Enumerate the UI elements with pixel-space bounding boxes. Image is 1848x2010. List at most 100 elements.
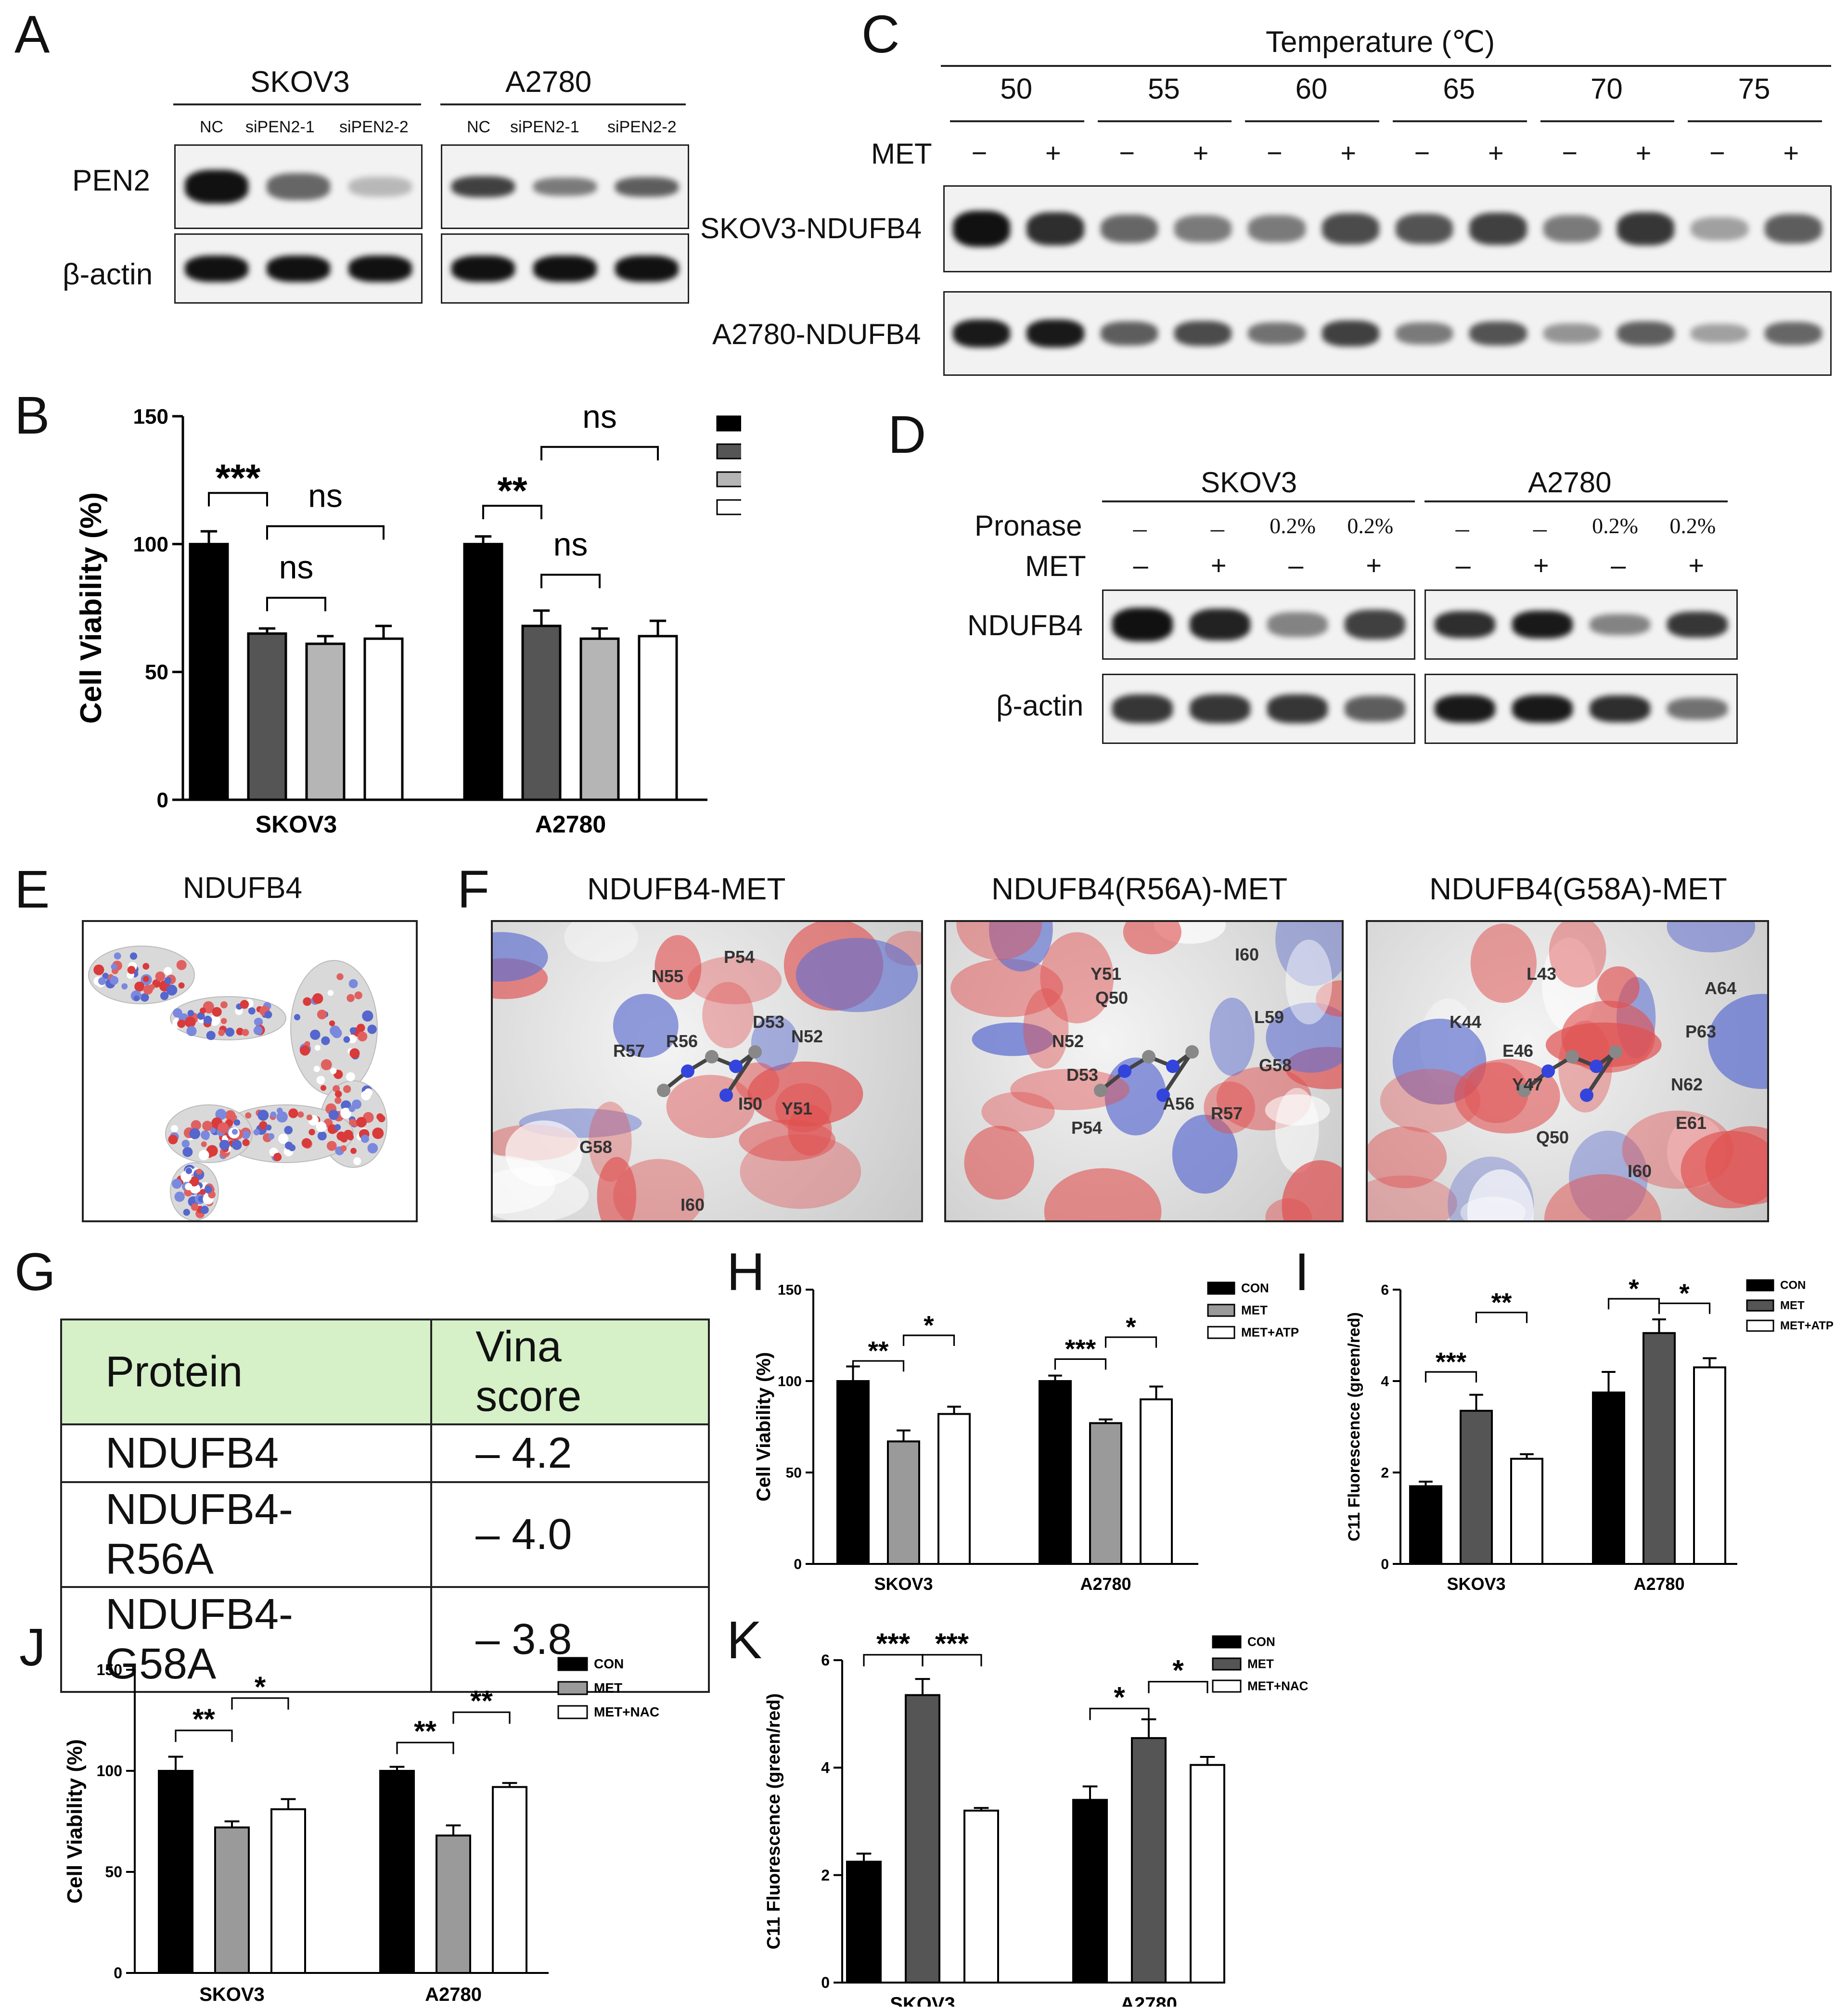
blot-band [1434, 611, 1495, 638]
surface-patch [1040, 932, 1114, 1024]
significance-bracket [902, 1334, 955, 1346]
atom-dot [185, 1183, 192, 1191]
surface-patch [1275, 922, 1342, 986]
significance-label: ns [553, 526, 588, 563]
significance-bracket [175, 1729, 233, 1742]
bar [247, 632, 287, 801]
significance-label: *** [876, 1627, 911, 1660]
atom-dot [191, 1120, 201, 1130]
atom-dot [288, 1144, 296, 1152]
met-label: MET [1025, 550, 1086, 582]
surface-patch [1123, 922, 1181, 955]
legend-swatch [557, 1705, 588, 1719]
category-label: A2780 [425, 1984, 482, 2002]
blot-band [1617, 212, 1675, 245]
divider [1102, 500, 1415, 502]
temperature-label: 60 [1295, 73, 1328, 105]
atom-dot [367, 1143, 378, 1153]
atom-dot [347, 1134, 354, 1140]
atom-dot [334, 1090, 342, 1098]
western-blot [1102, 589, 1415, 660]
lane-label: NC [467, 118, 491, 136]
divider [440, 103, 686, 105]
pronase-value: – [1133, 513, 1147, 543]
legend-label: MET [1780, 1299, 1805, 1312]
atom-dot [198, 1195, 205, 1203]
blot-band [1174, 321, 1232, 346]
atom-dot [313, 1065, 320, 1072]
table-row: NDUFB4-R56A – 4.0 [60, 1481, 710, 1588]
atom-dot [197, 1012, 205, 1020]
category-label: A2780 [1080, 1574, 1131, 1594]
legend-label: MET+NAC [594, 1704, 659, 1719]
atom-dot [181, 1139, 190, 1148]
blot-band [1345, 696, 1406, 722]
blot-band [1100, 321, 1158, 346]
met-sign: − [1119, 138, 1135, 168]
atom-dot [348, 979, 358, 988]
ligand-atom [1156, 1088, 1170, 1102]
divider [1393, 120, 1527, 122]
atom-dot [160, 991, 169, 1000]
legend-label: CON [1247, 1634, 1275, 1649]
western-blot [943, 291, 1832, 376]
pronase-label: Pronase [975, 510, 1082, 542]
significance-bracket [1148, 1681, 1208, 1693]
atom-dot [349, 1048, 360, 1059]
atom-dot [183, 1209, 190, 1216]
bar [1072, 1799, 1108, 1984]
blot-band [1027, 319, 1084, 348]
atom-dot [149, 984, 155, 990]
docking-title-2: NDUFB4(R56A)-MET [991, 871, 1288, 906]
bar [963, 1809, 999, 1984]
row-label-a2780-ndufb4: A2780-NDUFB4 [712, 318, 921, 350]
surface-patch [1597, 966, 1640, 1009]
lane-label: siPEN2-2 [607, 118, 677, 136]
atom-dot [336, 973, 344, 980]
atom-dot [360, 1134, 369, 1143]
atom-dot [93, 964, 104, 975]
atom-dot [320, 1085, 327, 1091]
residue-label: E61 [1676, 1113, 1707, 1133]
atom-dot [301, 1138, 312, 1148]
bar [1693, 1366, 1726, 1565]
blot-band [1617, 321, 1675, 346]
blot-band [266, 173, 331, 200]
surface-patch [1368, 1175, 1457, 1220]
atom-dot [265, 1124, 272, 1131]
atom-dot [185, 1167, 192, 1174]
surface-patch [1285, 939, 1333, 1024]
surface-patch [740, 1134, 861, 1209]
surface-patch [1265, 1094, 1330, 1126]
met-sign: + [1635, 138, 1652, 168]
western-blot [441, 233, 689, 304]
surface-patch [564, 922, 638, 962]
atom-dot [187, 1010, 194, 1017]
bar [363, 637, 404, 801]
lane-label: siPEN2-1 [510, 118, 579, 136]
atom-dot [327, 990, 334, 996]
cell-label-a2780: A2780 [1528, 466, 1612, 499]
atom-dot [204, 1003, 214, 1014]
atom-dot [225, 1110, 236, 1121]
surface-patch [493, 932, 548, 982]
atom-dot [129, 952, 138, 960]
surface-patch [1209, 998, 1255, 1076]
surface-patch [796, 938, 918, 1012]
surface-patch [950, 959, 1063, 1017]
y-tick-label: 0 [114, 1964, 122, 1982]
atom-dot [259, 1121, 268, 1130]
western-blot [1102, 674, 1415, 744]
lane-label: siPEN2-2 [339, 118, 409, 136]
table-header: Vina score [430, 1319, 710, 1425]
panel-e-title: NDUFB4 [183, 871, 303, 905]
y-tick-label: 6 [821, 1652, 830, 1669]
atom-dot [127, 966, 136, 974]
surface-patch [1380, 1069, 1481, 1133]
divider [950, 120, 1084, 122]
chart-i: 0 2 4 6 C11 Fluorescence (green/red) SKOV3 A27… [1345, 1273, 1834, 1594]
residue-label: D53 [753, 1012, 784, 1032]
panel-label-k: K [727, 1611, 762, 1670]
bar [214, 1826, 250, 1974]
